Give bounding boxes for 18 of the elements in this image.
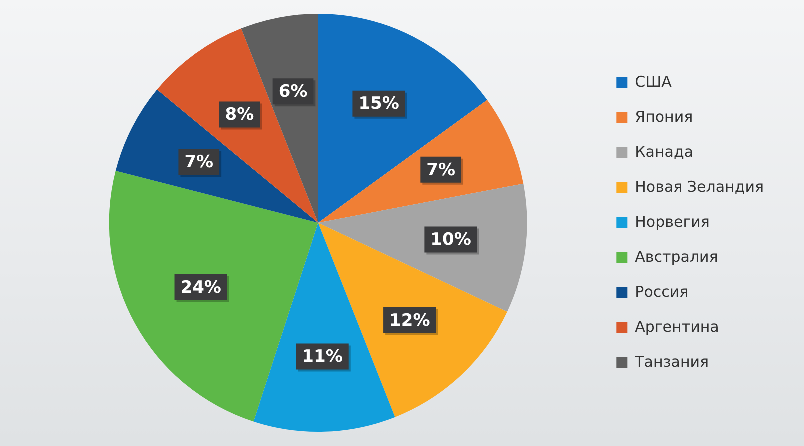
data-label: 6%	[278, 82, 308, 102]
legend-label: Канада	[635, 142, 694, 161]
data-label: 7%	[426, 160, 456, 180]
data-label: 7%	[184, 152, 214, 173]
legend-label: Россия	[635, 282, 689, 301]
data-label: 11%	[302, 347, 343, 368]
data-label: 8%	[225, 105, 254, 126]
legend-label: Австралия	[635, 248, 718, 266]
legend-label: Новая Зеландия	[635, 178, 764, 196]
legend-label: США	[635, 72, 673, 91]
data-label: 24%	[180, 278, 222, 298]
data-label: 12%	[390, 310, 430, 331]
data-label: 10%	[430, 230, 472, 250]
legend-label: Танзания	[634, 352, 710, 371]
data-label: 15%	[358, 94, 400, 114]
legend-label: Норвегия	[635, 212, 710, 231]
legend-label: Аргентина	[635, 318, 720, 336]
legend-label: Япония	[635, 108, 694, 126]
